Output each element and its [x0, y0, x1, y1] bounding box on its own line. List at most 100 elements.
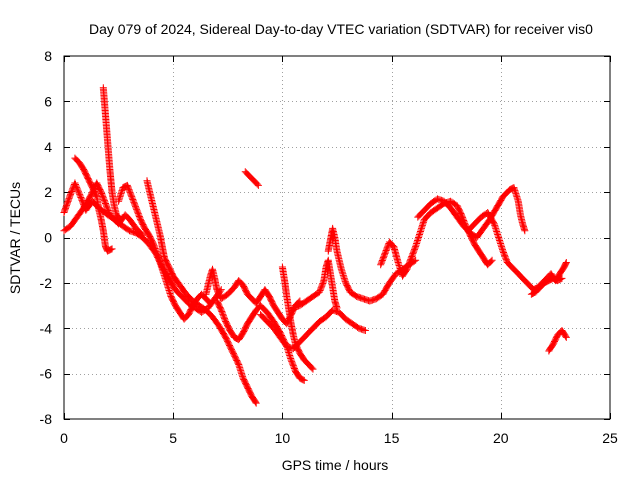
axis-ticks — [64, 56, 611, 420]
data-point-trail — [214, 298, 225, 313]
data-point-trail — [61, 223, 73, 234]
data-point-trail — [203, 296, 213, 306]
data-point — [108, 245, 116, 253]
data-point — [67, 190, 75, 198]
data-point-trail — [476, 248, 487, 261]
y-tick-label: -6 — [40, 366, 53, 382]
data-point-trail — [377, 251, 389, 267]
data-point-trail — [244, 314, 255, 327]
data-point-trail — [128, 194, 140, 211]
data-point-trail — [435, 200, 447, 211]
series-sat-h — [213, 297, 308, 384]
data-point — [333, 304, 341, 312]
x-tick-label: 20 — [493, 430, 509, 446]
data-point-trail — [122, 212, 132, 222]
data-point — [407, 254, 415, 262]
data-point-trail — [170, 273, 183, 288]
data-point-trail — [310, 319, 322, 331]
data-point-trail — [297, 350, 308, 363]
data-point-trail — [218, 308, 229, 324]
data-point-trail — [76, 160, 87, 172]
data-point-trail — [225, 285, 237, 297]
data-point-trail — [72, 155, 82, 165]
data-point — [521, 227, 529, 235]
data-point — [499, 247, 507, 255]
x-tick-label: 0 — [60, 430, 68, 446]
data-point — [123, 181, 131, 189]
data-point-trail — [80, 167, 91, 181]
y-tick-label: 8 — [44, 48, 52, 64]
data-point-trail — [126, 217, 139, 231]
data-point-trail — [161, 255, 172, 270]
x-axis-label: GPS time / hours — [282, 457, 389, 473]
data-point-trail — [301, 357, 312, 367]
data-point-trail — [542, 277, 552, 286]
data-point-trail — [310, 289, 322, 300]
data-point-trail — [146, 233, 157, 247]
data-point-trail — [236, 278, 246, 288]
data-point-trail — [80, 194, 93, 211]
data-point-trail — [454, 203, 465, 218]
data-point — [287, 356, 295, 364]
data-point-trail — [513, 269, 523, 279]
data-point — [252, 399, 260, 407]
series-sat-g — [202, 265, 304, 328]
series-sat-i — [241, 168, 262, 189]
data-point-trail — [251, 178, 261, 188]
data-point-trail — [472, 214, 484, 227]
data-point-trail — [304, 293, 316, 304]
y-tick-label: 2 — [44, 184, 52, 200]
data-point — [361, 327, 369, 335]
data-point — [457, 211, 465, 219]
data-point-trail — [258, 303, 270, 315]
data-point-trail — [546, 275, 556, 284]
data-point-trail — [235, 330, 246, 342]
data-point — [381, 249, 389, 257]
x-tick-label: 15 — [384, 430, 400, 446]
series-sat-j — [278, 263, 317, 373]
data-point-trail — [304, 325, 316, 338]
data-point-trail — [347, 289, 359, 300]
data-point-trail — [266, 294, 277, 308]
data-point-trail — [441, 198, 453, 211]
data-point-trail — [199, 291, 209, 302]
data-point-trail — [133, 226, 146, 238]
data-point-trail — [493, 194, 506, 211]
y-tick-label: 6 — [44, 93, 52, 109]
series-sat-f — [143, 177, 260, 407]
data-point-trail — [485, 257, 495, 268]
data-point-trail — [240, 321, 251, 335]
data-point-trail — [350, 321, 362, 331]
x-tick-label: 25 — [602, 430, 618, 446]
data-point-trail — [509, 264, 519, 274]
data-point-trail — [114, 212, 124, 222]
data-point-trail — [253, 294, 264, 306]
data-point — [139, 231, 147, 239]
data-point-trail — [480, 217, 493, 231]
series-sat-o — [414, 184, 529, 241]
y-axis-label: SDTVAR / TECUs — [7, 182, 23, 294]
data-point-trail — [150, 242, 161, 258]
data-point-trail — [342, 280, 353, 295]
series-sat-k — [257, 306, 369, 353]
series-sat-l — [289, 256, 341, 312]
data-point-trail — [194, 291, 204, 302]
data-point-trail — [179, 294, 191, 306]
data-point-trail — [399, 266, 410, 279]
data-point-trail — [120, 223, 132, 234]
x-tick-label: 5 — [169, 430, 177, 446]
data-point-trail — [316, 278, 327, 295]
data-point — [254, 181, 262, 189]
data-point-trail — [528, 289, 539, 298]
data-point — [562, 258, 570, 266]
data-point-trail — [183, 291, 196, 304]
data-point-trail — [111, 216, 122, 227]
data-point-trail — [448, 198, 460, 209]
data-point-trail — [403, 255, 415, 272]
data-point-trail — [258, 312, 270, 324]
data-point-trail — [454, 214, 467, 229]
data-point — [316, 288, 324, 296]
data-point-trail — [197, 302, 209, 313]
y-tick-labels: -8 -6 -4 -2 0 2 4 6 8 — [40, 48, 53, 427]
